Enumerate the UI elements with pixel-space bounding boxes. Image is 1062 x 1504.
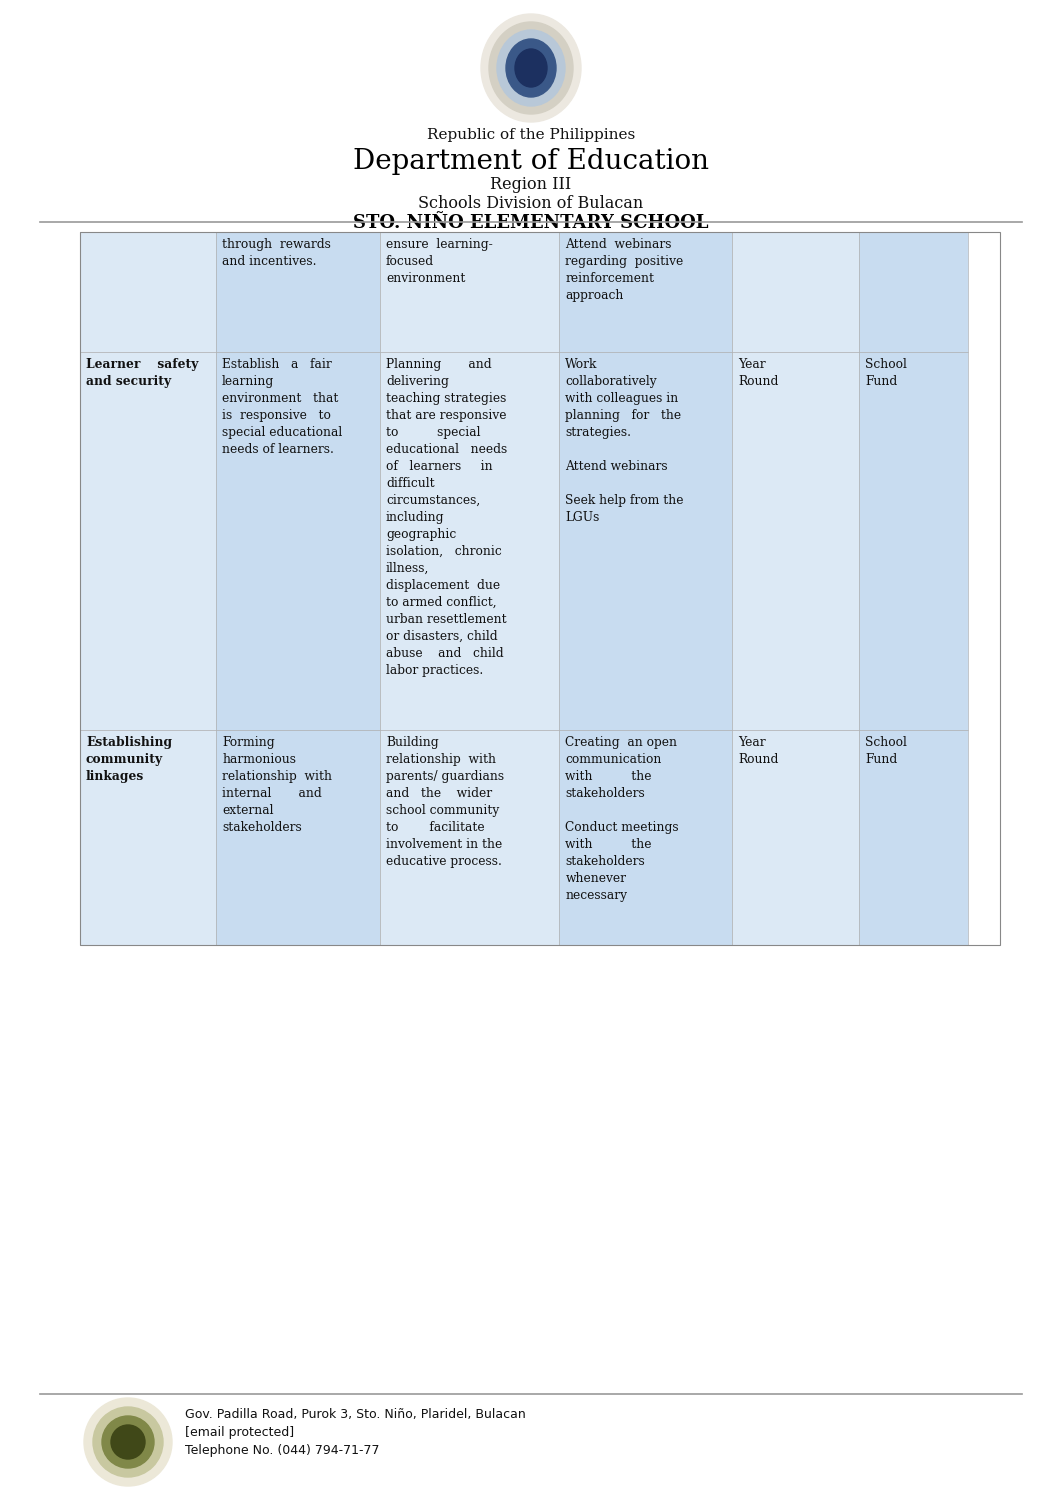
Bar xyxy=(859,729,967,945)
Text: Department of Education: Department of Education xyxy=(353,147,709,174)
Bar xyxy=(80,352,217,729)
Text: ensure  learning-
focused
environment: ensure learning- focused environment xyxy=(386,238,493,284)
Text: Establish   a   fair
learning
environment   that
is  responsive   to
special edu: Establish a fair learning environment th… xyxy=(222,358,342,456)
Ellipse shape xyxy=(515,50,547,87)
Text: Year
Round: Year Round xyxy=(738,358,778,388)
Bar xyxy=(859,352,967,729)
Text: Year
Round: Year Round xyxy=(738,735,778,766)
Ellipse shape xyxy=(112,1424,145,1459)
Text: Gov. Padilla Road, Purok 3, Sto. Niño, Plaridel, Bulacan: Gov. Padilla Road, Purok 3, Sto. Niño, P… xyxy=(185,1408,526,1421)
Bar xyxy=(859,232,967,352)
Text: Planning       and
delivering
teaching strategies
that are responsive
to        : Planning and delivering teaching strateg… xyxy=(386,358,508,677)
Text: Building
relationship  with
parents/ guardians
and   the    wider
school communi: Building relationship with parents/ guar… xyxy=(386,735,504,868)
Text: Work
collaboratively
with colleagues in
planning   for   the
strategies.

Attend: Work collaboratively with colleagues in … xyxy=(565,358,684,523)
Bar xyxy=(380,232,560,352)
Text: Telephone No. (044) 794-71-77: Telephone No. (044) 794-71-77 xyxy=(185,1444,379,1457)
Bar xyxy=(560,352,733,729)
Text: Establishing
community
linkages: Establishing community linkages xyxy=(86,735,172,784)
Text: School
Fund: School Fund xyxy=(866,358,907,388)
Text: Attend  webinars
regarding  positive
reinforcement
approach: Attend webinars regarding positive reinf… xyxy=(565,238,684,302)
Bar xyxy=(80,232,1000,945)
Bar xyxy=(80,232,217,352)
Text: Learner    safety
and security: Learner safety and security xyxy=(86,358,199,388)
Bar xyxy=(733,729,859,945)
Ellipse shape xyxy=(93,1408,162,1477)
Text: Forming
harmonious
relationship  with
internal       and
external
stakeholders: Forming harmonious relationship with int… xyxy=(222,735,332,835)
Text: through  rewards
and incentives.: through rewards and incentives. xyxy=(222,238,331,268)
Ellipse shape xyxy=(489,23,573,114)
Ellipse shape xyxy=(506,39,556,96)
Bar xyxy=(733,232,859,352)
Ellipse shape xyxy=(102,1415,154,1468)
Ellipse shape xyxy=(84,1399,172,1486)
Text: STO. NIÑO ELEMENTARY SCHOOL: STO. NIÑO ELEMENTARY SCHOOL xyxy=(354,214,708,232)
Ellipse shape xyxy=(497,30,565,105)
Bar xyxy=(380,729,560,945)
Bar xyxy=(217,729,380,945)
Text: School
Fund: School Fund xyxy=(866,735,907,766)
Bar xyxy=(80,729,217,945)
Ellipse shape xyxy=(481,14,581,122)
Text: [email protected]: [email protected] xyxy=(185,1426,294,1439)
Text: Schools Division of Bulacan: Schools Division of Bulacan xyxy=(418,196,644,212)
Text: Republic of the Philippines: Republic of the Philippines xyxy=(427,128,635,141)
Bar xyxy=(380,352,560,729)
Bar xyxy=(217,352,380,729)
Text: Creating  an open
communication
with          the
stakeholders

Conduct meetings: Creating an open communication with the … xyxy=(565,735,679,902)
Bar xyxy=(560,729,733,945)
Bar xyxy=(560,232,733,352)
Text: Region III: Region III xyxy=(491,176,571,193)
Bar xyxy=(217,232,380,352)
Bar xyxy=(733,352,859,729)
